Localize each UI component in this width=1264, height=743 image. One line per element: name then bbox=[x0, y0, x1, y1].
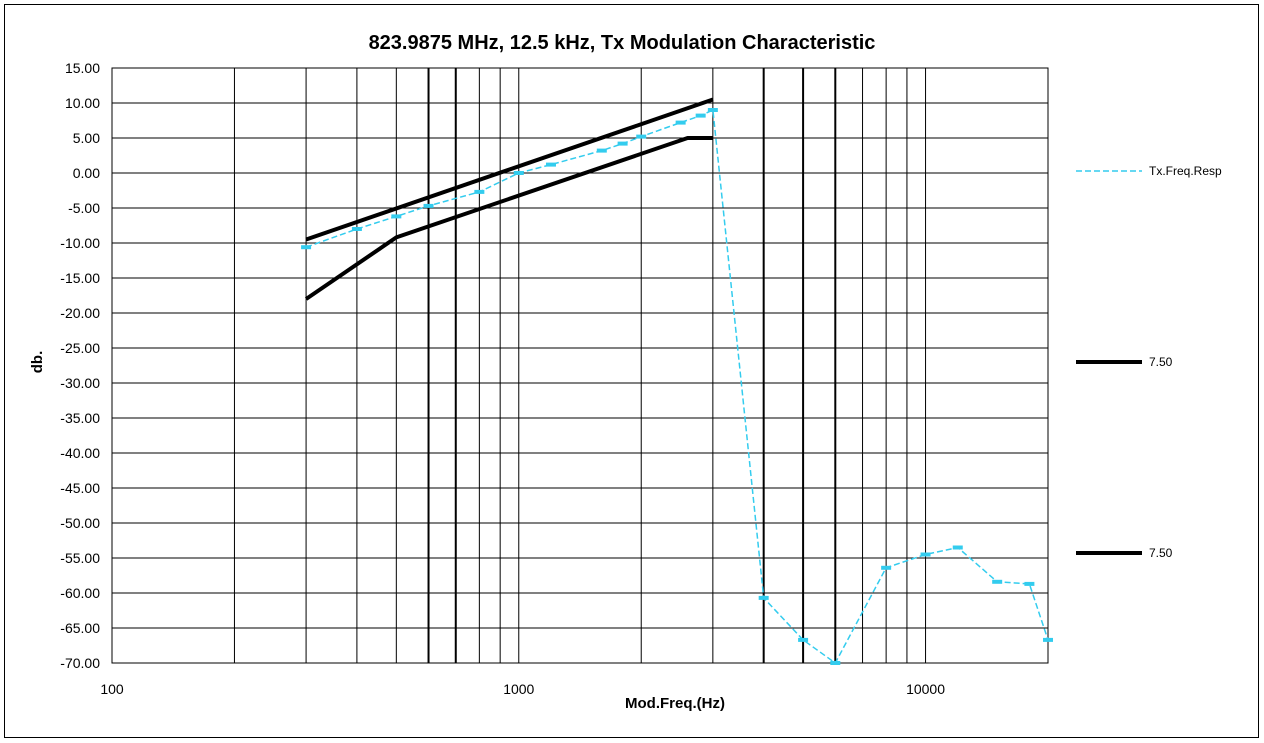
chart-title: 823.9875 MHz, 12.5 kHz, Tx Modulation Ch… bbox=[369, 32, 876, 54]
y-tick-label: -10.00 bbox=[60, 235, 100, 251]
series-line bbox=[305, 109, 1049, 664]
series-line bbox=[305, 97, 714, 242]
legend-label: 7.50 bbox=[1149, 355, 1173, 369]
y-tick-label: 0.00 bbox=[73, 165, 100, 181]
y-tick-label: -15.00 bbox=[60, 270, 100, 286]
x-axis-ticks: 100 1000 10000 bbox=[100, 681, 945, 697]
x-tick-label: 1000 bbox=[503, 681, 534, 697]
x-axis-title: Mod.Freq.(Hz) bbox=[625, 695, 725, 712]
y-tick-label: -40.00 bbox=[60, 445, 100, 461]
y-tick-label: -55.00 bbox=[60, 550, 100, 566]
y-axis-title: db. bbox=[29, 351, 46, 374]
y-tick-label: -25.00 bbox=[60, 340, 100, 356]
x-tick-label: 10000 bbox=[906, 681, 945, 697]
y-tick-label: -50.00 bbox=[60, 515, 100, 531]
legend-label: Tx.Freq.Resp bbox=[1149, 164, 1222, 178]
y-tick-label: 5.00 bbox=[73, 130, 100, 146]
x-tick-label: 100 bbox=[100, 681, 124, 697]
y-tick-label: -45.00 bbox=[60, 480, 100, 496]
plot-area bbox=[111, 67, 1049, 664]
y-tick-label: -70.00 bbox=[60, 655, 100, 671]
y-tick-label: 15.00 bbox=[65, 60, 100, 76]
legend-label: 7.50 bbox=[1149, 546, 1173, 560]
series-layer bbox=[301, 97, 1053, 665]
legend: Tx.Freq.Resp 7.50 7.50 bbox=[1076, 164, 1222, 560]
y-tick-label: -20.00 bbox=[60, 305, 100, 321]
y-axis-ticks: 15.00 10.00 5.00 0.00 -5.00 -10.00 -15.00 -20.0… bbox=[60, 60, 100, 671]
y-tick-label: -35.00 bbox=[60, 410, 100, 426]
y-tick-label: -60.00 bbox=[60, 585, 100, 601]
series-line bbox=[304, 136, 713, 301]
y-tick-label: -30.00 bbox=[60, 375, 100, 391]
y-tick-label: -65.00 bbox=[60, 620, 100, 636]
y-tick-label: -5.00 bbox=[68, 200, 100, 216]
y-tick-label: 10.00 bbox=[65, 95, 100, 111]
